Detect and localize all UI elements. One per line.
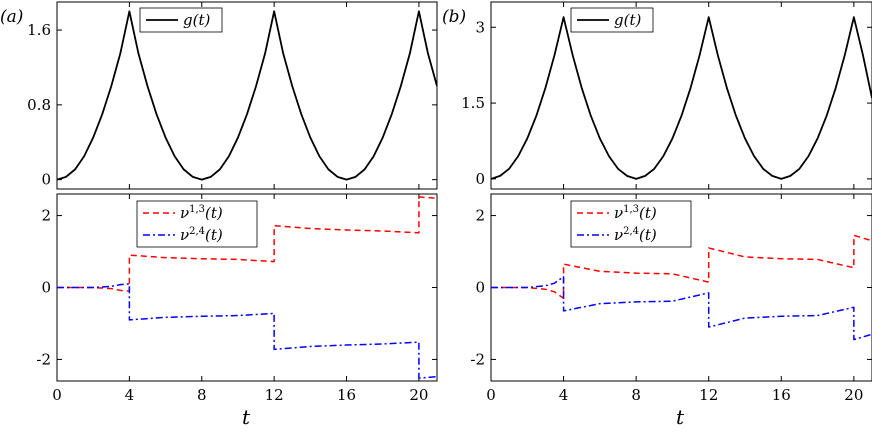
y-tick-label: 1.5 <box>461 94 485 112</box>
legend: g(t) <box>570 7 654 33</box>
legend-label: ν2,4(t) <box>180 226 223 244</box>
x-axis-title: t <box>676 405 685 429</box>
x-tick-label: 0 <box>486 386 496 404</box>
legend-label-base: g(t) <box>183 11 210 29</box>
x-tick-label: 8 <box>631 386 641 404</box>
legend-label-tail: (t) <box>639 226 657 244</box>
panel-b-top: 0 1.5 3 (b) g(t) <box>442 1 872 190</box>
legend-label-base: g(t) <box>614 11 641 29</box>
y-tick-label: 0 <box>41 171 51 189</box>
x-tick-label: 20 <box>409 386 428 404</box>
legend-label-sup: 2,4 <box>623 226 639 237</box>
y-tick-label: -2 <box>470 350 485 368</box>
panel-a-top: 0 0.8 1.6(a) g(t) <box>0 1 438 190</box>
plot-frame <box>490 1 872 190</box>
legend-label-sup: 2,4 <box>189 226 205 237</box>
panel-label: (a) <box>0 7 23 27</box>
legend-label: ν1,3(t) <box>180 204 223 222</box>
x-tick-label: 8 <box>197 386 207 404</box>
plot-frame <box>56 1 438 190</box>
legend: ν1,3(t)ν2,4(t) <box>570 200 692 248</box>
legend: ν1,3(t)ν2,4(t) <box>136 200 258 248</box>
panel-label: (b) <box>442 7 466 27</box>
series-line <box>57 10 437 181</box>
legend-label-sup: 1,3 <box>623 204 639 215</box>
y-tick-label: 2 <box>41 207 51 225</box>
x-tick-label: 4 <box>559 386 569 404</box>
series-line <box>491 275 872 341</box>
x-tick-label: 20 <box>844 386 863 404</box>
y-tick-label: 0 <box>475 170 485 188</box>
legend-label: g(t) <box>183 11 210 29</box>
series-line <box>491 16 872 180</box>
legend: g(t) <box>139 7 223 33</box>
legend-label-base: ν <box>614 204 623 222</box>
legend-label-tail: (t) <box>205 204 223 222</box>
y-tick-label: 0 <box>475 279 485 297</box>
legend-box <box>139 7 223 33</box>
y-tick-label: 0 <box>41 279 51 297</box>
series-line <box>491 234 872 300</box>
series-line <box>57 283 437 379</box>
y-tick-label: 2 <box>475 207 485 225</box>
y-tick-label: 3 <box>475 18 485 36</box>
series-line <box>57 196 437 292</box>
legend-label: g(t) <box>614 11 641 29</box>
legend-label-base: ν <box>180 226 189 244</box>
x-tick-label: 16 <box>772 386 791 404</box>
legend-label-tail: (t) <box>205 226 223 244</box>
legend-label-tail: (t) <box>639 204 657 222</box>
legend-label: ν1,3(t) <box>614 204 657 222</box>
legend-box <box>570 200 692 248</box>
legend-label-base: ν <box>180 204 189 222</box>
x-tick-label: 4 <box>125 386 135 404</box>
x-tick-label: 12 <box>699 386 718 404</box>
legend-box <box>136 200 258 248</box>
x-tick-label: 12 <box>265 386 284 404</box>
legend-label-sup: 1,3 <box>189 204 205 215</box>
y-tick-label: 1.6 <box>27 21 51 39</box>
legend-label-base: ν <box>614 226 623 244</box>
x-tick-label: 16 <box>337 386 356 404</box>
y-tick-label: 0.8 <box>27 96 51 114</box>
x-axis-title: t <box>242 405 251 429</box>
x-tick-label: 0 <box>52 386 62 404</box>
y-tick-label: -2 <box>36 350 51 368</box>
legend-label: ν2,4(t) <box>614 226 657 244</box>
